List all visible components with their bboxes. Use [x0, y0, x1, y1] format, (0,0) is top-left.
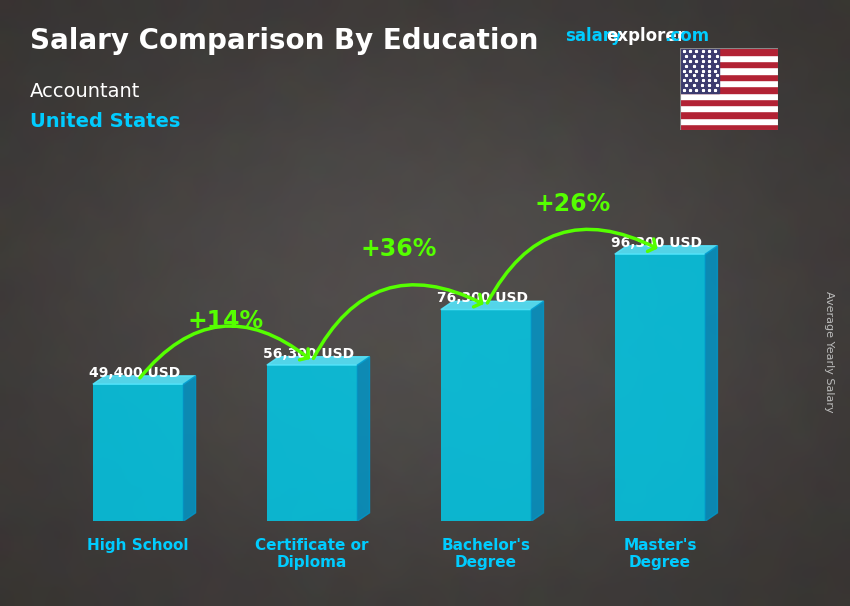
Bar [680, 105, 778, 112]
Text: United States: United States [30, 112, 180, 131]
Text: explorer: explorer [606, 27, 685, 45]
Text: 49,400 USD: 49,400 USD [89, 366, 180, 380]
Text: salary: salary [565, 27, 622, 45]
Bar [680, 86, 778, 93]
Bar [680, 118, 778, 124]
Text: +14%: +14% [187, 308, 264, 333]
Polygon shape [93, 376, 196, 384]
Bar [680, 93, 778, 99]
Bar [680, 99, 778, 105]
Bar [680, 48, 719, 93]
Text: 56,300 USD: 56,300 USD [264, 347, 354, 361]
Text: +26%: +26% [535, 192, 611, 216]
Polygon shape [184, 376, 196, 521]
Bar [441, 310, 531, 521]
Bar [680, 61, 778, 67]
Polygon shape [615, 246, 717, 254]
Bar [267, 365, 357, 521]
Text: 96,300 USD: 96,300 USD [611, 236, 702, 250]
Bar [680, 48, 778, 55]
Text: Average Yearly Salary: Average Yearly Salary [824, 291, 834, 412]
Polygon shape [531, 301, 543, 521]
Bar [680, 67, 778, 74]
Text: +36%: +36% [361, 236, 437, 261]
Bar [680, 80, 778, 86]
Bar [680, 74, 778, 80]
Polygon shape [441, 301, 543, 310]
Bar [615, 254, 706, 521]
Bar [93, 384, 184, 521]
Bar [680, 112, 778, 118]
Text: 76,300 USD: 76,300 USD [437, 291, 528, 305]
Bar [680, 55, 778, 61]
Text: Salary Comparison By Education: Salary Comparison By Education [30, 27, 538, 55]
Polygon shape [267, 357, 370, 365]
Polygon shape [357, 357, 370, 521]
Bar [680, 124, 778, 130]
Polygon shape [706, 246, 717, 521]
Text: Accountant: Accountant [30, 82, 140, 101]
Text: .com: .com [665, 27, 710, 45]
